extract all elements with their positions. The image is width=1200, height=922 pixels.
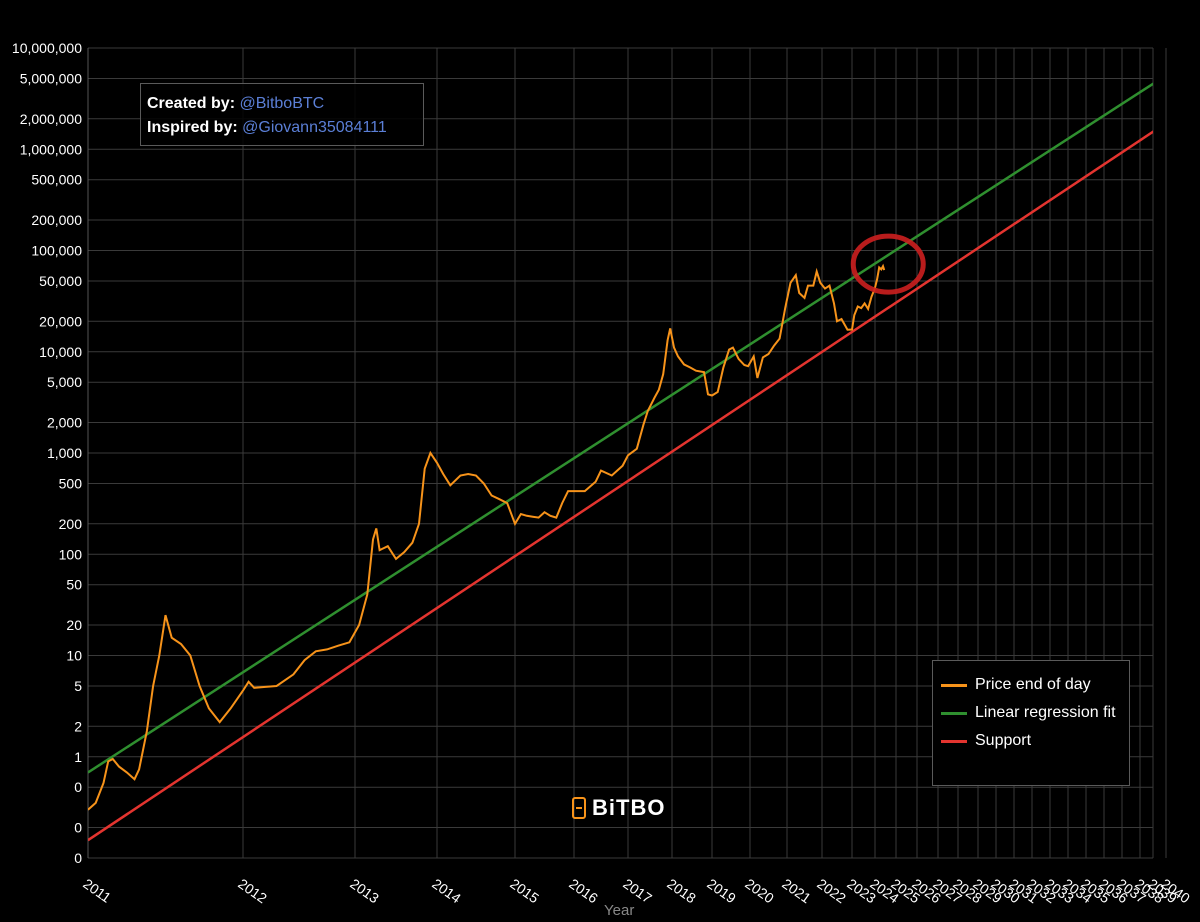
- regression-line: [88, 82, 1153, 774]
- credit-inspired: Inspired by: @Giovann35084111: [147, 116, 417, 140]
- legend-swatch-support: [941, 739, 967, 743]
- y-tick-label: 2,000,000: [20, 111, 82, 127]
- x-tick-label: 2022: [814, 875, 849, 906]
- y-tick-label: 10: [66, 648, 82, 664]
- y-tick-label: 200: [59, 516, 83, 532]
- y-tick-label: 5,000: [47, 374, 82, 390]
- y-tick-label: 100,000: [31, 243, 82, 259]
- x-tick-label: 2021: [779, 875, 814, 906]
- y-tick-label: 0: [74, 779, 82, 795]
- bitbo-logo: BiTBO: [572, 795, 665, 821]
- legend-item-support[interactable]: Support: [941, 727, 1121, 755]
- legend-item-price[interactable]: Price end of day: [941, 671, 1121, 699]
- y-tick-label: 5,000,000: [20, 70, 82, 86]
- credit-created: Created by: @BitboBTC: [147, 92, 417, 116]
- y-axis-ticks: 10,000,0005,000,0002,000,0001,000,000500…: [12, 40, 82, 866]
- y-tick-label: 50: [66, 577, 82, 593]
- created-handle[interactable]: @BitboBTC: [239, 95, 325, 112]
- x-tick-label: 2020: [742, 875, 777, 906]
- legend: Price end of day Linear regression fit S…: [932, 660, 1130, 786]
- y-tick-label: 20,000: [39, 313, 82, 329]
- x-tick-label: 2018: [664, 875, 699, 906]
- x-axis-ticks: 2011 2012 2013 2014 2015 2016 2017 2018 2019 2020…: [80, 875, 1193, 906]
- x-axis-title: Year: [604, 902, 635, 919]
- bitcoin-icon: [572, 797, 586, 819]
- logo-text: BiTBO: [592, 795, 666, 820]
- y-tick-label: 200,000: [31, 212, 82, 228]
- x-tick-label: 2013: [347, 875, 382, 906]
- legend-label-price: Price end of day: [975, 676, 1091, 693]
- y-tick-label: 1,000: [47, 445, 82, 461]
- grid: [87, 47, 1167, 859]
- created-label: Created by:: [147, 95, 236, 112]
- y-tick-label: 500: [59, 475, 83, 491]
- x-tick-label: 2014: [429, 875, 464, 906]
- y-tick-label: 100: [59, 546, 83, 562]
- legend-swatch-regression: [941, 711, 967, 715]
- legend-item-regression[interactable]: Linear regression fit: [941, 699, 1121, 727]
- inspired-label: Inspired by:: [147, 119, 238, 136]
- highlight-circle: [850, 233, 926, 295]
- x-tick-label: 2015: [507, 875, 542, 906]
- legend-swatch-price: [941, 683, 967, 687]
- legend-label-support: Support: [975, 732, 1032, 749]
- y-tick-label: 2: [74, 718, 82, 734]
- credits-box: Created by: @BitboBTC Inspired by: @Giov…: [140, 83, 424, 146]
- x-tick-label: 2040: [1158, 875, 1193, 906]
- y-tick-label: 2,000: [47, 415, 82, 431]
- y-tick-label: 10,000,000: [12, 40, 82, 56]
- x-tick-label: 2019: [704, 875, 739, 906]
- y-tick-label: 0: [74, 850, 82, 866]
- support-line: [88, 130, 1153, 842]
- y-tick-label: 20: [66, 617, 82, 633]
- y-tick-label: 10,000: [39, 344, 82, 360]
- legend-label-regression: Linear regression fit: [975, 704, 1116, 721]
- y-tick-label: 50,000: [39, 273, 82, 289]
- x-tick-label: 2016: [566, 875, 601, 906]
- y-tick-label: 1,000,000: [20, 141, 82, 157]
- inspired-handle[interactable]: @Giovann35084111: [242, 119, 387, 136]
- price-line: [88, 263, 886, 811]
- y-tick-label: 500,000: [31, 172, 82, 188]
- y-tick-label: 5: [74, 678, 82, 694]
- x-tick-label: 2012: [235, 875, 270, 906]
- y-tick-label: 1: [74, 749, 82, 765]
- y-tick-label: 0: [74, 820, 82, 836]
- x-tick-label: 2011: [80, 875, 114, 905]
